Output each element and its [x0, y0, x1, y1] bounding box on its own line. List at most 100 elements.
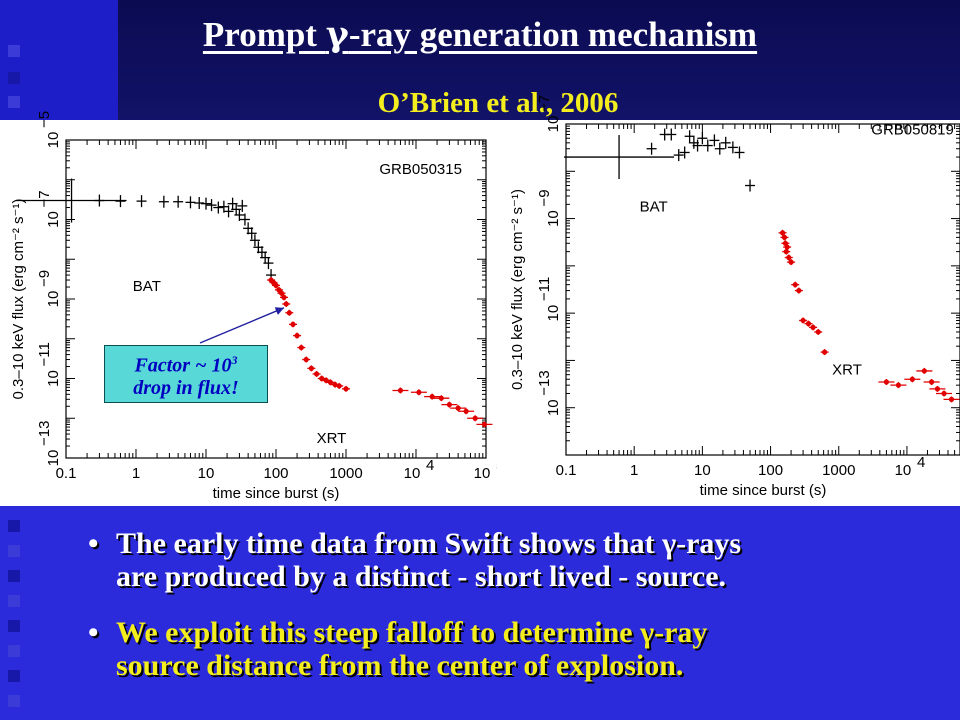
xrt-marker — [815, 329, 821, 335]
chart-label: XRT — [832, 362, 862, 379]
xrt-data-point — [458, 408, 475, 415]
y-tick-base: 10 — [45, 291, 62, 308]
chart-label: XRT — [317, 430, 347, 447]
xrt-data-point — [282, 300, 291, 307]
bat-data-point — [246, 227, 257, 240]
x-tick-label: 10 — [198, 465, 215, 482]
y-tick-label: 10−13 — [36, 421, 62, 467]
bullet-dot: • — [88, 616, 99, 649]
x-tick-label: 10 — [404, 465, 421, 482]
bat-data-point — [673, 149, 684, 162]
xrt-data-point — [467, 415, 484, 422]
xrt-marker — [463, 408, 469, 414]
y-tick-exponent: −7 — [536, 95, 553, 112]
bat-data-point — [564, 135, 675, 180]
x-tick-label: 1 — [630, 462, 638, 479]
bullet-item-falloff: • We exploit this steep falloff to deter… — [88, 616, 948, 682]
xrt-marker — [298, 344, 304, 351]
bat-data-point — [714, 142, 725, 155]
x-tick-label: 1 — [132, 465, 140, 482]
bat-data-point — [194, 197, 205, 210]
bat-data-point — [666, 128, 677, 141]
xrt-marker — [446, 402, 452, 408]
bat-data-point — [745, 179, 756, 192]
chart-label: BAT — [640, 199, 668, 216]
chart-label: GRB050819 — [871, 121, 954, 138]
bat-data-point — [158, 195, 169, 208]
bat-data-point — [684, 130, 695, 143]
bullet-dot: • — [88, 527, 99, 560]
chart-label: GRB050315 — [379, 161, 462, 178]
x-tick-label: 1000 — [822, 462, 855, 479]
y-tick-exponent: −9 — [536, 189, 553, 206]
bat-data-point — [239, 213, 250, 226]
callout-line1: Factor ~ 10 — [134, 354, 232, 377]
y-axis-label: 0.3–10 keV flux (erg cm⁻² s⁻¹) — [10, 199, 27, 400]
xrt-data-point — [804, 320, 813, 327]
bat-data-point — [697, 132, 708, 145]
bat-data-point — [234, 208, 245, 221]
bat-data-point — [115, 195, 126, 208]
xrt-marker — [290, 321, 296, 327]
xrt-marker — [278, 290, 285, 296]
decorative-square — [8, 595, 20, 607]
callout-line2: drop in flux! — [133, 376, 239, 399]
xrt-marker — [472, 415, 478, 421]
bat-data-point — [94, 194, 105, 207]
y-tick-base: 10 — [45, 450, 62, 467]
y-tick-base: 10 — [545, 116, 562, 133]
y-axis-label-group: 0.3–10 keV flux (erg cm⁻² s⁻¹) — [509, 189, 526, 390]
xrt-marker — [397, 387, 404, 394]
xrt-data-point — [297, 344, 306, 351]
gamma-symbol: γ — [325, 14, 349, 55]
xrt-data-point — [916, 367, 933, 374]
bat-data-point — [709, 134, 720, 147]
xrt-data-point — [943, 396, 960, 403]
xrt-data-point — [814, 328, 823, 335]
y-tick-label: 10−11 — [36, 342, 62, 387]
xrt-marker — [909, 376, 915, 382]
xrt-data-point — [302, 356, 311, 363]
xrt-data-point — [778, 229, 787, 236]
bat-data-point — [702, 139, 713, 152]
y-axis-label: 0.3–10 keV flux (erg cm⁻² s⁻¹) — [509, 189, 526, 390]
x-tick-exponent: 4 — [917, 454, 925, 471]
y-tick-exponent: −13 — [36, 421, 53, 446]
xrt-data-point — [326, 379, 335, 386]
x-tick-label: 0.1 — [556, 462, 577, 479]
bullet-item-swift: • The early time data from Swift shows t… — [88, 527, 948, 593]
decorative-square — [8, 45, 20, 57]
bat-data-point — [213, 201, 224, 214]
xrt-marker — [438, 395, 444, 401]
bat-data-point — [136, 195, 147, 208]
xrt-data-point — [784, 254, 793, 261]
xrt-marker — [934, 386, 941, 392]
xrt-data-point — [923, 378, 940, 385]
decorative-square — [8, 695, 20, 707]
x-tick-label: 100 — [263, 465, 288, 482]
bullet-text-line1: We exploit this steep falloff to determi… — [116, 616, 708, 649]
xrt-marker — [327, 379, 334, 385]
xrt-data-point — [787, 259, 796, 266]
xrt-marker — [929, 379, 935, 385]
xrt-data-point — [392, 387, 409, 394]
xrt-marker — [779, 230, 786, 236]
xrt-data-point — [272, 282, 280, 289]
xrt-data-point — [279, 294, 288, 301]
xrt-data-point — [277, 290, 286, 297]
xrt-data-point — [929, 385, 946, 392]
decorative-square — [8, 72, 20, 84]
y-tick-base: 10 — [45, 211, 62, 228]
bat-data-point — [185, 196, 196, 209]
bat-data-point — [223, 205, 234, 218]
xrt-data-point — [335, 382, 344, 389]
x-axis-label: time since burst (s) — [213, 485, 340, 502]
slide-title: Prompt γ-ray generation mechanism — [202, 14, 758, 55]
xrt-marker — [313, 371, 320, 377]
y-tick-label: 10−9 — [536, 189, 562, 226]
bat-data-point — [218, 200, 229, 213]
xrt-marker — [800, 317, 806, 324]
xrt-marker — [941, 390, 947, 397]
xrt-marker — [883, 379, 890, 385]
